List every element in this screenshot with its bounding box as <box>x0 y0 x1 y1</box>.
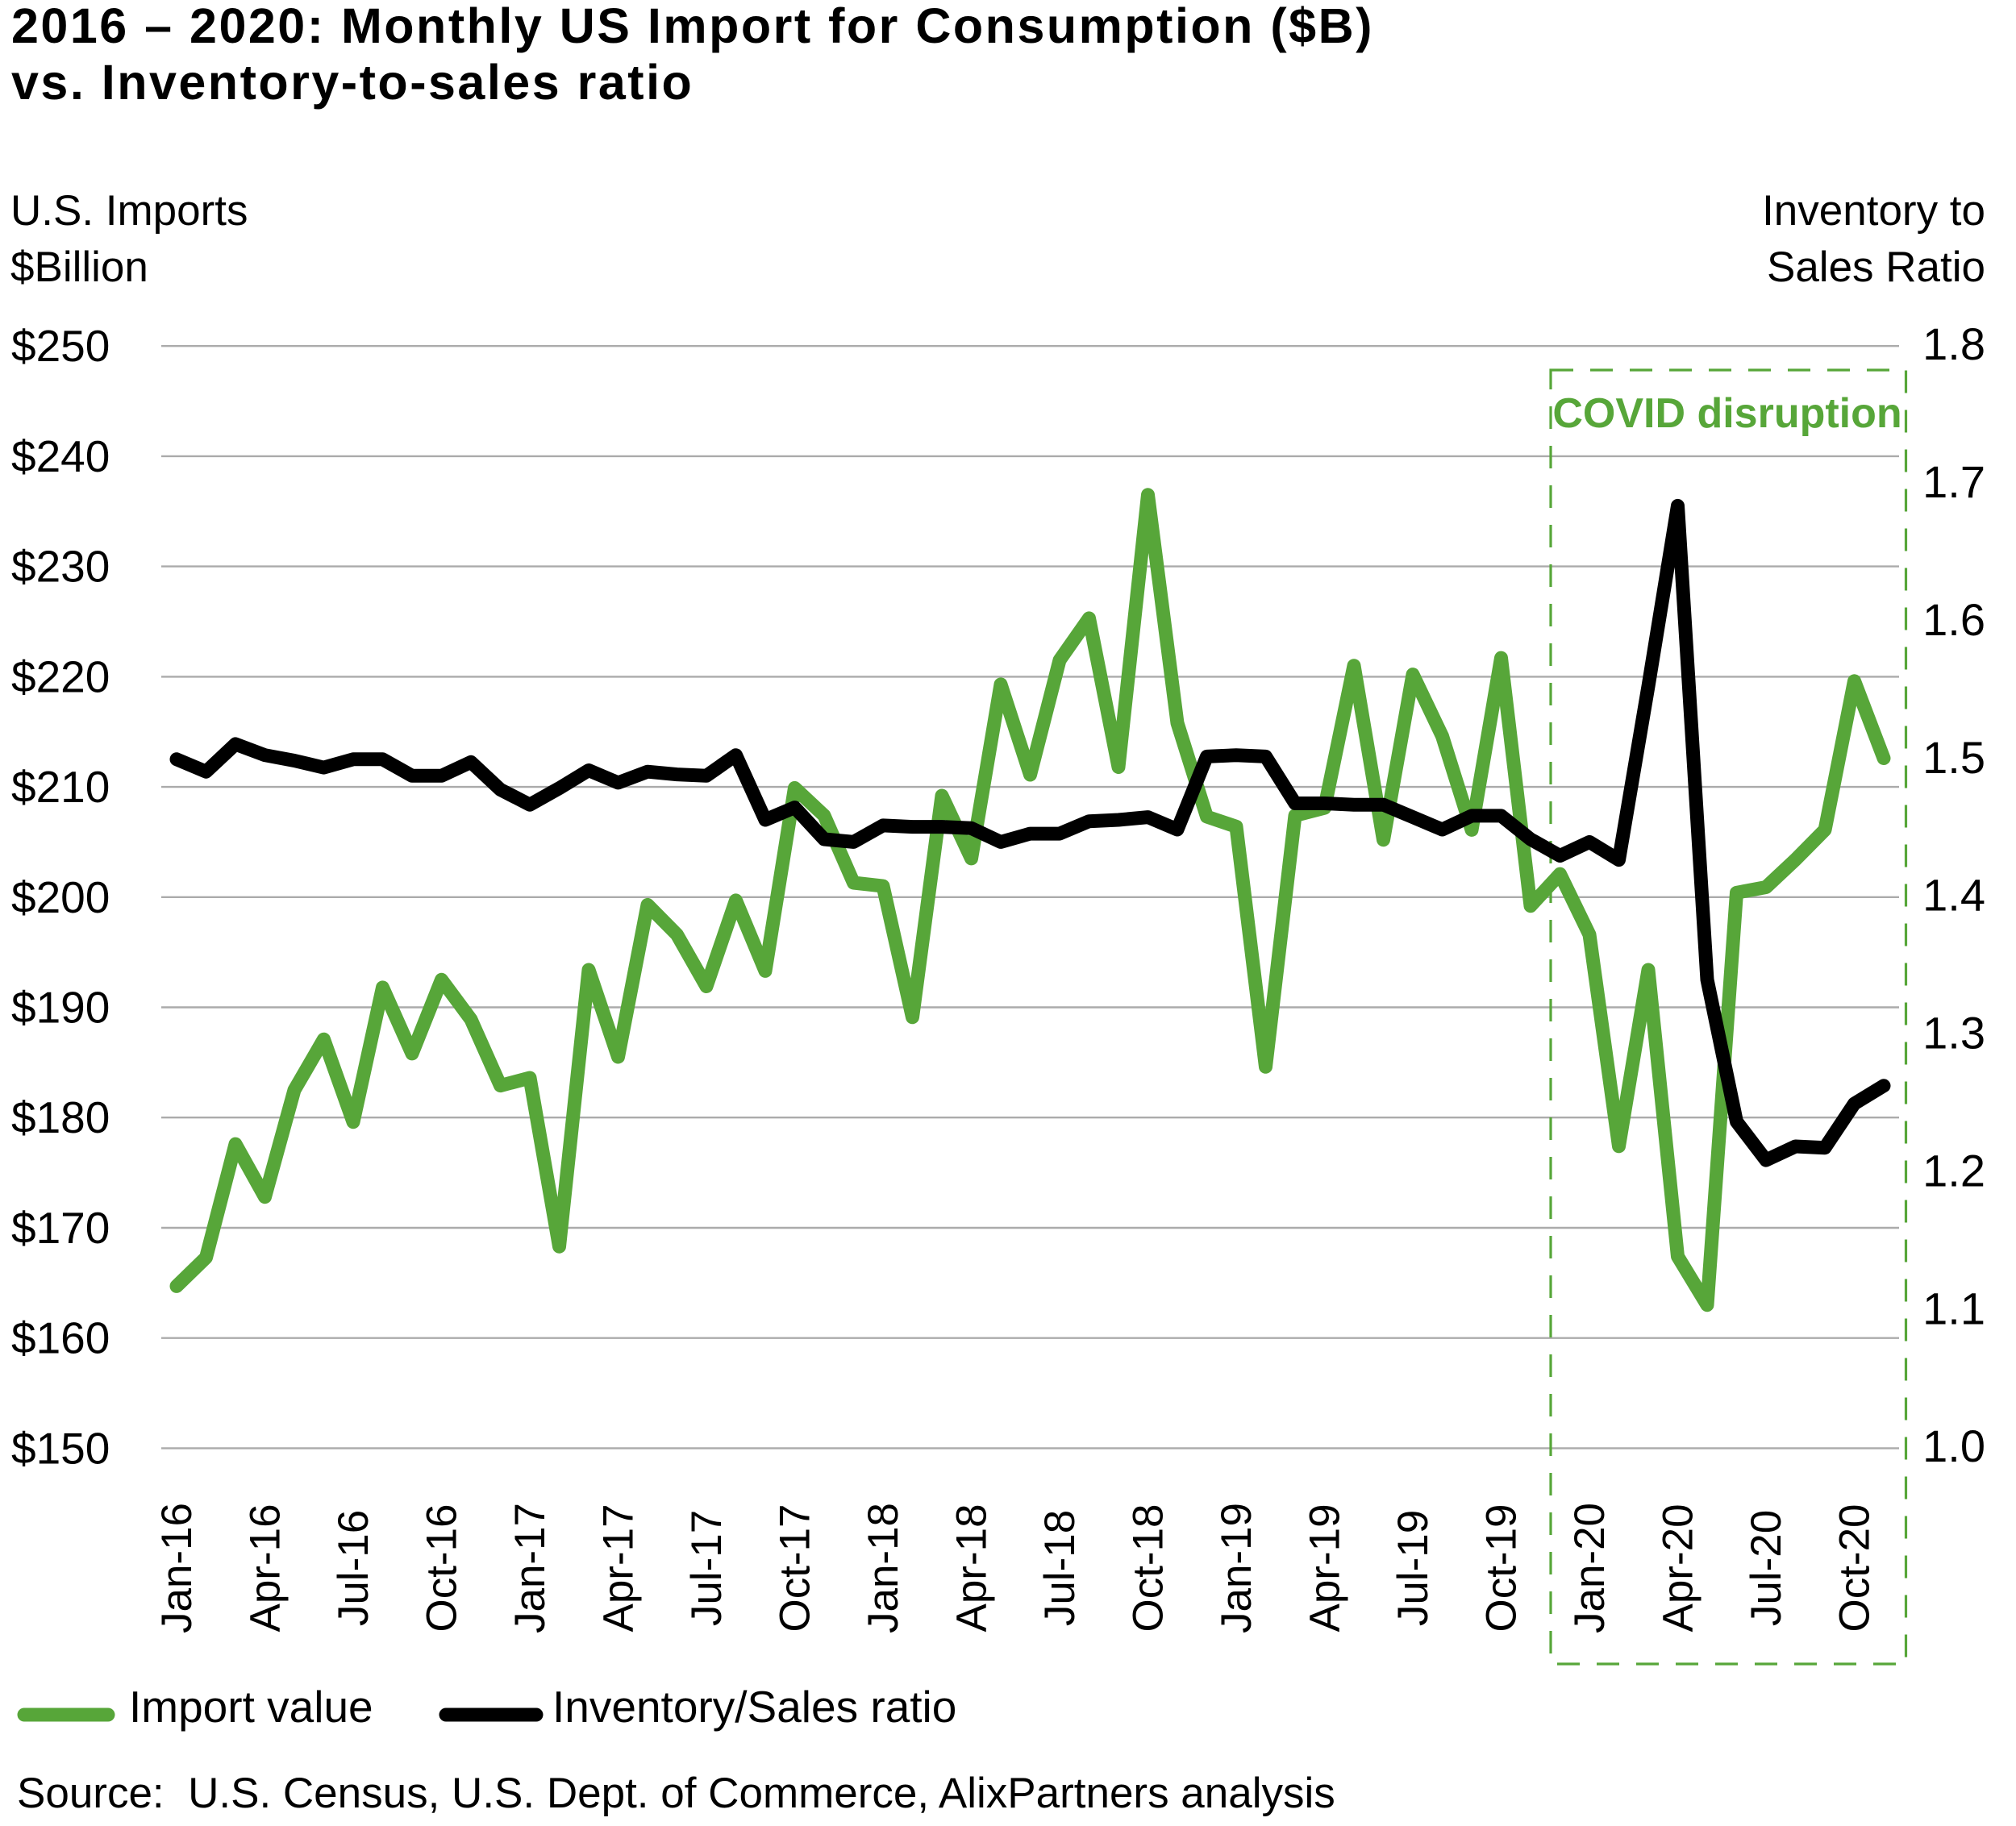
svg-text:$220: $220 <box>11 651 110 701</box>
svg-text:COVID disruption: COVID disruption <box>1552 390 1901 437</box>
svg-text:Jan-18: Jan-18 <box>860 1503 907 1633</box>
svg-text:Source: U.S. Census, U.S. Dep: Source: U.S. Census, U.S. Dept. of Comme… <box>17 1770 1335 1817</box>
svg-text:$210: $210 <box>11 762 110 812</box>
svg-text:$240: $240 <box>11 431 110 481</box>
svg-text:Jan-16: Jan-16 <box>153 1503 201 1633</box>
svg-text:Apr-16: Apr-16 <box>242 1504 289 1632</box>
svg-text:$230: $230 <box>11 542 110 592</box>
svg-text:Import value: Import value <box>129 1682 373 1732</box>
svg-text:Oct-19: Oct-19 <box>1478 1504 1526 1632</box>
svg-text:Jul-17: Jul-17 <box>683 1510 731 1626</box>
svg-text:Oct-18: Oct-18 <box>1125 1504 1173 1632</box>
svg-text:1.6: 1.6 <box>1922 594 1985 645</box>
svg-text:Apr-20: Apr-20 <box>1655 1504 1702 1632</box>
svg-text:$200: $200 <box>11 872 110 922</box>
svg-text:Inventory/Sales ratio: Inventory/Sales ratio <box>552 1682 956 1732</box>
svg-text:1.5: 1.5 <box>1922 732 1985 783</box>
svg-text:Oct-17: Oct-17 <box>772 1504 819 1632</box>
svg-text:$180: $180 <box>11 1092 110 1142</box>
svg-text:1.7: 1.7 <box>1922 456 1985 507</box>
svg-text:1.8: 1.8 <box>1922 318 1985 369</box>
svg-text:Apr-18: Apr-18 <box>948 1504 996 1632</box>
svg-text:Jul-18: Jul-18 <box>1036 1510 1084 1626</box>
svg-text:Jul-19: Jul-19 <box>1389 1510 1437 1626</box>
svg-text:Oct-20: Oct-20 <box>1831 1504 1879 1632</box>
svg-text:1.1: 1.1 <box>1922 1283 1985 1333</box>
svg-text:Jul-16: Jul-16 <box>330 1510 377 1626</box>
svg-text:1.2: 1.2 <box>1922 1146 1985 1196</box>
svg-text:$250: $250 <box>11 321 110 371</box>
svg-text:1.4: 1.4 <box>1922 870 1985 921</box>
svg-text:$170: $170 <box>11 1203 110 1253</box>
svg-text:1.0: 1.0 <box>1922 1420 1985 1471</box>
svg-text:$150: $150 <box>11 1423 110 1473</box>
svg-text:Apr-17: Apr-17 <box>595 1504 643 1632</box>
svg-text:Jan-17: Jan-17 <box>506 1503 554 1633</box>
svg-text:Jan-19: Jan-19 <box>1213 1503 1260 1633</box>
svg-text:$190: $190 <box>11 983 110 1033</box>
svg-text:Apr-19: Apr-19 <box>1302 1504 1349 1632</box>
svg-text:Jan-20: Jan-20 <box>1566 1503 1614 1633</box>
svg-text:Jul-20: Jul-20 <box>1743 1510 1790 1626</box>
svg-text:$160: $160 <box>11 1313 110 1363</box>
svg-text:Oct-16: Oct-16 <box>419 1504 466 1632</box>
svg-text:1.3: 1.3 <box>1922 1008 1985 1059</box>
